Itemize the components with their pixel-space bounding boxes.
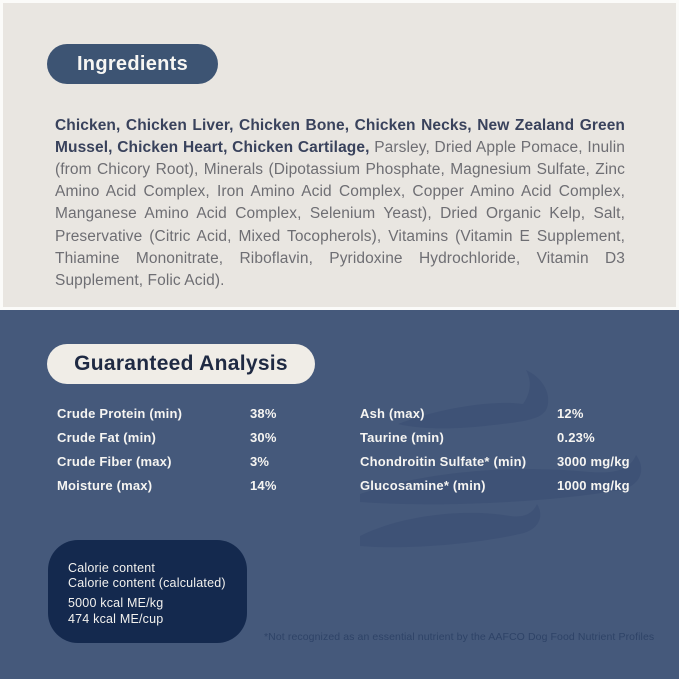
ingredients-secondary-list: Parsley, Dried Apple Pomace, Inulin (fro… — [55, 138, 625, 289]
analysis-label: Glucosamine* (min) — [360, 477, 486, 493]
analysis-label: Chondroitin Sulfate* (min) — [360, 453, 527, 469]
table-row: Chondroitin Sulfate* (min) 3000 mg/kg — [360, 449, 668, 473]
ingredients-primary-list: Chicken, Chicken Liver, Chicken Bone, Ch… — [55, 116, 625, 156]
ingredients-badge-label: Ingredients — [76, 52, 189, 75]
analysis-value: 14% — [250, 477, 277, 493]
calorie-content-box: Calorie content Calorie content (calcula… — [48, 540, 247, 643]
table-row: Crude Fiber (max) 3% — [57, 449, 349, 473]
table-row: Ash (max) 12% — [360, 401, 668, 425]
analysis-label: Moisture (max) — [57, 477, 153, 493]
table-row: Taurine (min) 0.23% — [360, 425, 668, 449]
table-row: Glucosamine* (min) 1000 mg/kg — [360, 473, 668, 497]
aafco-footnote: *Not recognized as an essential nutrient… — [264, 631, 655, 643]
analysis-label: Taurine (min) — [360, 429, 444, 445]
analysis-label: Ash (max) — [360, 405, 425, 421]
analysis-value: 1000 mg/kg — [557, 477, 630, 493]
table-row: Crude Protein (min) 38% — [57, 401, 349, 425]
analysis-label: Crude Fiber (max) — [57, 453, 172, 469]
table-row: Moisture (max) 14% — [57, 473, 349, 497]
analysis-value: 3% — [250, 453, 270, 469]
calorie-kcal-per-cup: 474 kcal ME/cup — [68, 612, 164, 626]
guaranteed-analysis-badge: Guaranteed Analysis — [47, 344, 315, 384]
analysis-value: 12% — [557, 405, 584, 421]
analysis-label: Crude Fat (min) — [57, 429, 157, 445]
ingredients-badge: Ingredients — [47, 44, 218, 84]
analysis-value: 3000 mg/kg — [557, 453, 630, 469]
calorie-content-line: Calorie content — [68, 561, 156, 575]
analysis-table-right-column: Ash (max) 12% Taurine (min) 0.23% Chondr… — [360, 401, 668, 497]
analysis-value: 30% — [250, 429, 277, 445]
calorie-content-line: Calorie content (calculated) — [68, 576, 226, 590]
analysis-label: Crude Protein (min) — [57, 405, 183, 421]
analysis-value: 38% — [250, 405, 277, 421]
calorie-kcal-per-kg: 5000 kcal ME/kg — [68, 596, 164, 610]
analysis-value: 0.23% — [557, 429, 595, 445]
ingredients-paragraph: Chicken, Chicken Liver, Chicken Bone, Ch… — [55, 115, 625, 293]
table-row: Crude Fat (min) 30% — [57, 425, 349, 449]
guaranteed-analysis-badge-label: Guaranteed Analysis — [74, 352, 288, 375]
analysis-table-left-column: Crude Protein (min) 38% Crude Fat (min) … — [57, 401, 349, 497]
